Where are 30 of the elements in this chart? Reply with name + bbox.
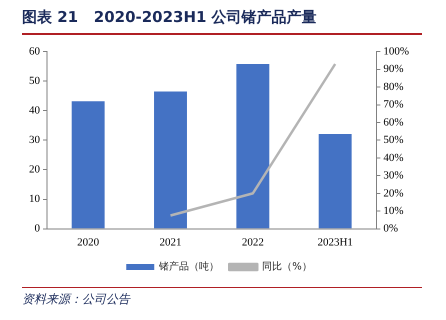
y-tick-label: 0 bbox=[34, 222, 40, 235]
x-tick-label: 2022 bbox=[242, 236, 264, 248]
y2-tick-label: 20% bbox=[383, 187, 404, 200]
y2-tick-label: 60% bbox=[383, 116, 404, 128]
y-tick-label: 20 bbox=[29, 164, 40, 176]
y-tick-label: 40 bbox=[29, 104, 40, 117]
y2-tick-label: 80% bbox=[383, 80, 404, 93]
legend-label: 锗产品（吨） bbox=[158, 260, 220, 273]
y2-tick-label: 70% bbox=[383, 98, 404, 111]
y2-tick-label: 10% bbox=[383, 204, 404, 217]
y-tick-label: 30 bbox=[29, 134, 40, 146]
y-tick-label: 10 bbox=[29, 193, 40, 206]
bar bbox=[154, 91, 187, 228]
text: 资料来源：公司公告 bbox=[22, 291, 130, 308]
y-tick-label: 50 bbox=[29, 75, 40, 88]
bar bbox=[236, 64, 270, 228]
x-tick-label: 2021 bbox=[160, 236, 182, 248]
y2-tick-label: 40% bbox=[383, 152, 404, 164]
chart-title: 图表 21 2020-2023H1 公司锗产品产量 bbox=[22, 8, 317, 27]
y2-tick-label: 0% bbox=[383, 222, 398, 235]
y2-tick-label: 100% bbox=[383, 45, 410, 58]
bar bbox=[318, 134, 352, 228]
y2-tick-label: 90% bbox=[383, 63, 404, 76]
y2-tick-label: 50% bbox=[383, 134, 404, 146]
y2-tick-label: 30% bbox=[383, 170, 404, 182]
x-tick-label: 2020 bbox=[77, 236, 100, 248]
y-tick-label: 60 bbox=[29, 45, 40, 58]
bar bbox=[72, 101, 105, 228]
x-tick-label: 2023H1 bbox=[317, 236, 353, 248]
legend-label: 同比（%） bbox=[262, 260, 312, 273]
